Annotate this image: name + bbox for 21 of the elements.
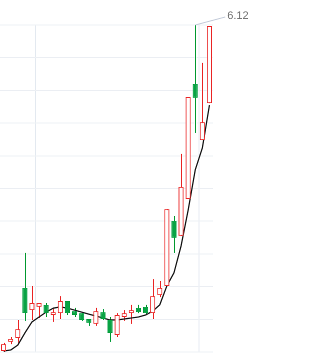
candlestick — [64, 300, 70, 316]
candlestick — [114, 312, 120, 338]
candlestick — [22, 252, 28, 322]
candlestick — [150, 278, 156, 320]
candlestick — [72, 307, 78, 318]
candlestick — [93, 307, 98, 326]
candlestick — [200, 62, 205, 141]
candlestick — [171, 215, 177, 254]
text: 6.12 — [227, 10, 249, 22]
candlestick — [44, 302, 49, 318]
candlestick — [29, 285, 35, 320]
candlestick — [50, 307, 56, 322]
candlestick — [128, 304, 134, 324]
candlestick — [15, 319, 20, 344]
candlestick — [36, 302, 42, 318]
candlestick — [122, 310, 127, 322]
candlestick — [142, 304, 148, 316]
candlestick — [58, 296, 63, 320]
candlestick — [107, 316, 113, 342]
candlestick — [157, 280, 162, 298]
candlestick — [192, 24, 198, 134]
